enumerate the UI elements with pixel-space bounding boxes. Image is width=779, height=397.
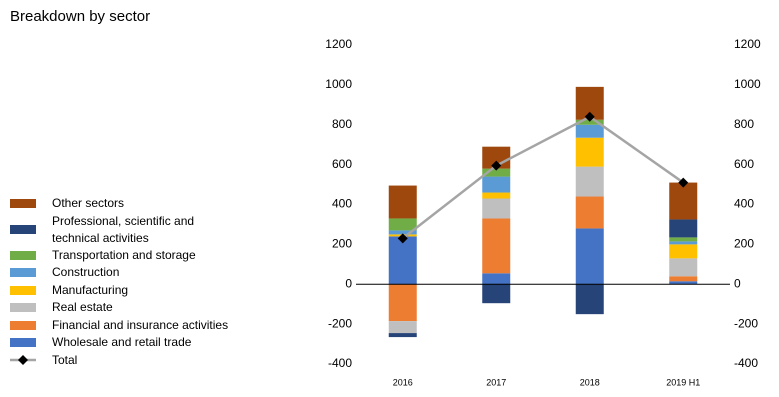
bar-segment <box>388 284 417 322</box>
bar-segment <box>669 281 698 285</box>
y2-tick-label: 400 <box>734 197 754 211</box>
bar-segment <box>575 228 604 285</box>
legend-label: Wholesale and retail trade <box>52 335 192 350</box>
bar-segment <box>669 219 698 238</box>
legend-swatch <box>10 354 36 366</box>
bar-segment <box>388 185 417 219</box>
y-tick-label: 800 <box>332 117 352 131</box>
bar-segment <box>575 196 604 229</box>
legend-item: Total <box>10 352 228 370</box>
x-tick-label: 2018 <box>580 377 600 387</box>
bar-segment <box>482 218 511 274</box>
legend-label: Transportation and storage <box>52 247 196 262</box>
bar-segment <box>482 198 511 219</box>
legend-label: Professional, scientific and technical a… <box>52 213 195 245</box>
y-tick-label: -200 <box>328 316 352 330</box>
total-marker <box>397 233 408 244</box>
bar-segment <box>575 119 604 125</box>
legend-swatch <box>10 199 36 209</box>
y-tick-label: 1000 <box>325 77 352 91</box>
y2-tick-label: 1200 <box>734 37 761 51</box>
legend-swatch <box>10 303 36 313</box>
bar-segment <box>669 182 698 220</box>
y2-tick-label: 0 <box>734 276 741 290</box>
y-tick-label: 400 <box>332 197 352 211</box>
bar-segment <box>482 284 511 304</box>
legend-label: Construction <box>52 265 120 280</box>
bar-segment <box>669 276 698 282</box>
x-tick-label: 2017 <box>486 377 506 387</box>
legend-swatch <box>10 268 36 278</box>
legend-item: Transportation and storage <box>10 247 228 265</box>
legend-label: Real estate <box>52 300 113 315</box>
legend-item: Construction <box>10 264 228 282</box>
legend-label: Manufacturing <box>52 282 129 297</box>
y-tick-label: 1200 <box>325 37 352 51</box>
bar-segment <box>669 237 698 242</box>
y2-tick-label: -400 <box>734 356 758 370</box>
bar-segment <box>388 230 417 235</box>
total-marker <box>584 111 595 122</box>
chart-title: Breakdown by sector <box>10 8 150 25</box>
total-marker <box>491 160 502 171</box>
legend-item: Real estate <box>10 299 228 317</box>
legend-item: Professional, scientific and technical a… <box>10 213 228 247</box>
y2-tick-label: -200 <box>734 316 758 330</box>
legend-item: Financial and insurance activities <box>10 317 228 335</box>
y-tick-label: 200 <box>332 237 352 251</box>
legend-label: Total <box>52 352 78 367</box>
bar-segment <box>669 241 698 245</box>
legend-label: Other sectors <box>52 196 125 211</box>
bar-segment <box>482 176 511 193</box>
legend-swatch <box>10 338 36 348</box>
legend-label: Financial and insurance activities <box>52 317 229 332</box>
legend: Other sectors Professional, scientific an… <box>10 195 228 369</box>
y2-tick-label: 600 <box>734 157 754 171</box>
y-tick-label: 600 <box>332 157 352 171</box>
y2-tick-label: 200 <box>734 237 754 251</box>
bar-segment <box>669 258 698 277</box>
y-tick-label: 0 <box>345 276 352 290</box>
bar-segment <box>482 273 511 285</box>
bar-segment <box>388 321 417 334</box>
bar-segment <box>388 333 417 338</box>
bar-segment <box>575 284 604 315</box>
bar-segment <box>388 236 417 285</box>
y-tick-label: -400 <box>328 356 352 370</box>
legend-item: Manufacturing <box>10 282 228 300</box>
x-tick-label: 2016 <box>393 377 413 387</box>
legend-item: Other sectors <box>10 195 228 213</box>
legend-swatch <box>10 320 36 330</box>
legend-line-icon <box>10 355 36 366</box>
legend-item: Wholesale and retail trade <box>10 334 228 352</box>
y2-tick-label: 1000 <box>734 77 761 91</box>
legend-swatch <box>10 250 36 260</box>
total-line <box>401 115 684 240</box>
legend-swatch <box>10 285 36 295</box>
total-marker <box>678 177 689 188</box>
bar-segment <box>482 192 511 199</box>
legend-swatch <box>10 225 36 234</box>
bar-segment <box>575 124 604 138</box>
x-tick-label: 2019 H1 <box>666 377 700 387</box>
bar-segment <box>388 218 417 231</box>
bar-segment <box>669 244 698 259</box>
bar-segment <box>575 166 604 197</box>
bar-segment <box>575 137 604 167</box>
bar-segment <box>482 168 511 177</box>
y2-tick-label: 800 <box>734 117 754 131</box>
